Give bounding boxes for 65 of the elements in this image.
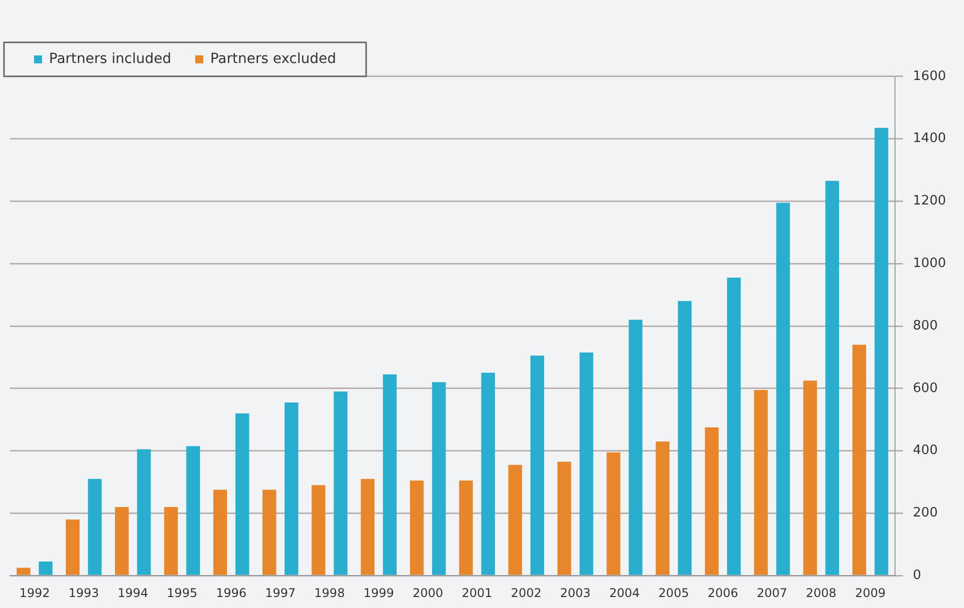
- x-tick-label: 2006: [708, 586, 738, 600]
- x-tick-label: 2000: [412, 586, 444, 600]
- bar: [137, 449, 151, 575]
- bar: [776, 202, 790, 575]
- bar: [16, 568, 30, 575]
- x-tick-label: 1995: [166, 586, 198, 600]
- y-tick-label: 1200: [912, 194, 946, 209]
- bar: [66, 519, 80, 575]
- y-tick-label: 0: [912, 568, 922, 583]
- legend-label: Partners included: [49, 51, 172, 68]
- bar: [235, 413, 250, 575]
- bar: [459, 480, 473, 575]
- x-tick-label: 2008: [806, 586, 836, 600]
- y-tick-label: 200: [912, 506, 938, 521]
- bar: [557, 462, 572, 575]
- bar: [656, 441, 670, 575]
- bar: [530, 356, 544, 575]
- x-tick-label: 1992: [19, 586, 50, 600]
- bar: [606, 452, 620, 575]
- bar: [628, 320, 642, 575]
- x-tick-label: 1997: [265, 586, 296, 600]
- bar: [213, 490, 228, 575]
- bar: [262, 490, 276, 575]
- x-tick-label: 2009: [855, 586, 886, 600]
- bar: [284, 402, 298, 575]
- bar: [88, 478, 102, 575]
- x-tick-label: 2007: [756, 586, 788, 600]
- bar: [874, 128, 888, 575]
- bar: [410, 480, 424, 575]
- x-tick-label: 1998: [314, 586, 345, 600]
- bar: [334, 392, 348, 575]
- x-tick-label: 2002: [510, 586, 542, 600]
- x-tick-label: 1994: [118, 586, 148, 600]
- bar: [825, 180, 840, 575]
- bar: [727, 278, 741, 575]
- bar: [114, 506, 129, 575]
- x-tick-label: 1999: [363, 586, 394, 600]
- bar: [186, 446, 200, 575]
- bar: [580, 352, 594, 575]
- bar: [164, 506, 178, 575]
- bar: [38, 562, 52, 575]
- bar: [481, 372, 495, 575]
- x-tick-label: 2004: [609, 586, 640, 600]
- x-tick-label: 1993: [68, 586, 100, 600]
- x-tick-label: 2001: [462, 586, 492, 600]
- legend-label: Partners excluded: [210, 51, 336, 68]
- y-tick-label: 600: [912, 380, 938, 396]
- bar: [360, 478, 375, 575]
- y-tick-label: 1600: [912, 68, 946, 84]
- x-tick-label: 1996: [216, 586, 246, 600]
- bar: [852, 344, 866, 575]
- bar: [312, 485, 326, 575]
- bar: [382, 374, 397, 575]
- bar: [704, 427, 719, 575]
- y-tick-label: 1400: [912, 131, 946, 146]
- bar: [508, 464, 522, 575]
- y-tick-label: 1000: [912, 256, 946, 271]
- y-tick-label: 800: [912, 318, 938, 334]
- bar: [678, 301, 692, 575]
- x-tick-label: 2005: [658, 586, 689, 600]
- y-tick-label: 400: [912, 443, 938, 458]
- bar: [432, 382, 446, 575]
- x-tick-label: 2003: [560, 586, 591, 600]
- bar: [754, 390, 768, 575]
- bar: [803, 380, 817, 575]
